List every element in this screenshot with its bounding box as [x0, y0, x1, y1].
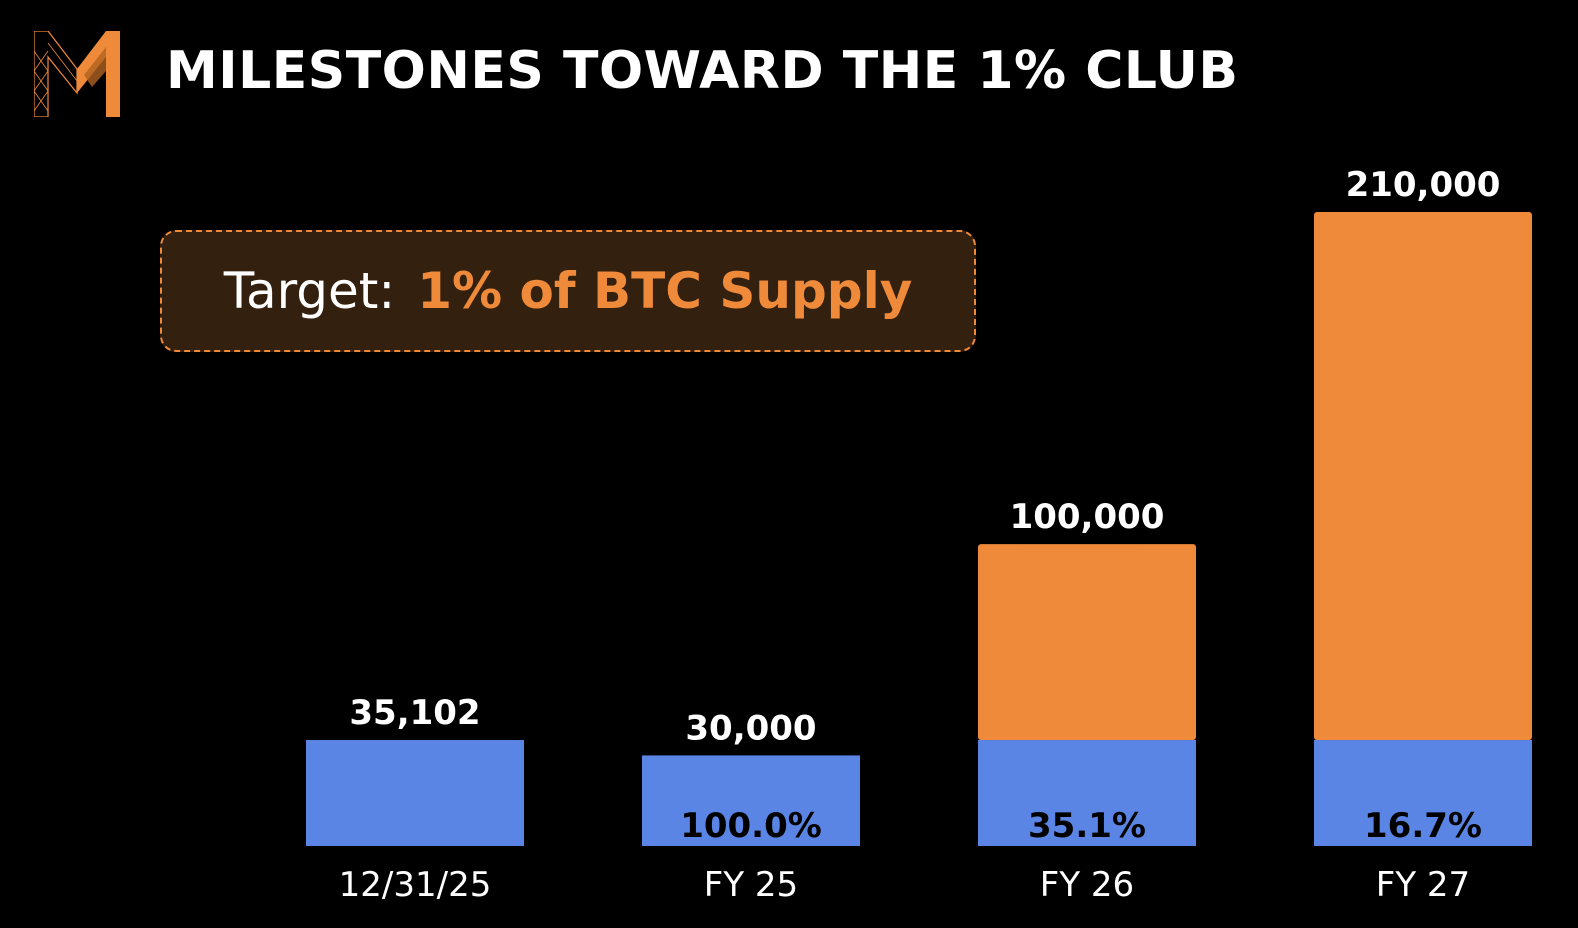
bar-base-segment: [642, 755, 860, 846]
page-title: MILESTONES TOWARD THE 1% CLUB: [166, 41, 1239, 101]
target-label: Target:: [223, 262, 396, 320]
bar-total-label: 100,000: [1010, 497, 1165, 537]
bar-percent-label: 16.7%: [1364, 806, 1482, 846]
bar-percent-label: 100.0%: [680, 806, 822, 846]
bar-total-label: 35,102: [349, 693, 480, 733]
x-tick-label: 12/31/25: [339, 865, 492, 905]
target-callout: Target: 1% of BTC Supply: [160, 230, 976, 352]
bar-base-segment: [978, 740, 1196, 846]
bar-base-segment: [1314, 740, 1532, 846]
bar-growth-segment: [978, 544, 1196, 741]
x-tick-label: FY 27: [1376, 865, 1470, 905]
target-value: 1% of BTC Supply: [417, 262, 913, 320]
x-tick-label: FY 25: [704, 865, 798, 905]
bar-growth-segment: [1314, 212, 1532, 741]
bar-total-label: 210,000: [1346, 165, 1501, 205]
bar-base-segment: [306, 740, 524, 846]
m-logo-icon: [34, 31, 120, 117]
bar-percent-label: 35.1%: [1028, 806, 1146, 846]
bar-total-label: 30,000: [685, 708, 816, 748]
x-tick-label: FY 26: [1040, 865, 1134, 905]
